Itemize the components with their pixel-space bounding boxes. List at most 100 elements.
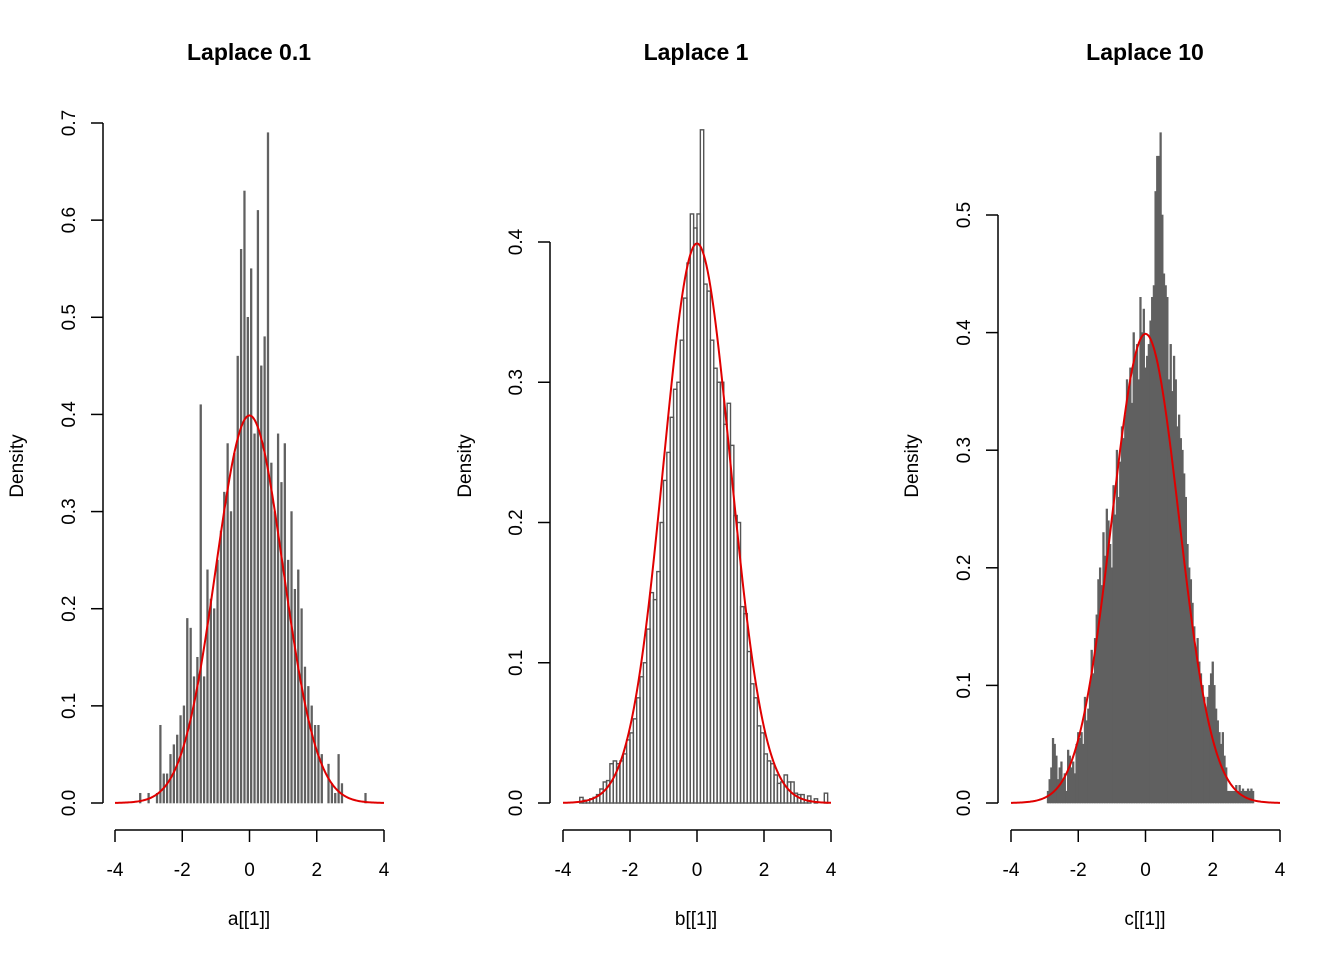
normal-density-curve xyxy=(562,242,832,804)
histogram-bar xyxy=(337,754,340,804)
histogram-bar xyxy=(253,433,256,804)
histogram-bar xyxy=(216,559,219,804)
histogram-bar xyxy=(270,462,273,804)
x-tick-label: 0 xyxy=(244,860,255,881)
histogram-bar xyxy=(236,355,239,804)
histogram-bar xyxy=(317,724,320,804)
x-tick-label: 4 xyxy=(826,860,837,881)
y-tick-label: 0.1 xyxy=(506,650,527,676)
y-axis-label: Density xyxy=(7,434,28,498)
histogram-bar xyxy=(273,511,276,804)
panel-laplace-1: Laplace 1 0.0 0.1 0.2 0.3 0.4 -4 -2 0 2 4 b[[1]]… xyxy=(455,39,837,930)
histogram-bar xyxy=(186,618,189,804)
histogram-bar xyxy=(364,792,367,804)
y-axis: 0.0 0.1 0.2 0.3 0.4 0.5 xyxy=(954,202,999,816)
histogram-bar xyxy=(310,705,313,804)
histogram-bar xyxy=(223,491,226,804)
x-tick-label: 0 xyxy=(692,860,703,881)
panel-laplace-10: Laplace 10 0.0 0.1 0.2 0.3 0.4 0.5 -4 -2 0 2 4 c[… xyxy=(902,39,1286,930)
histogram-bar xyxy=(303,666,307,804)
y-axis-label: Density xyxy=(902,434,923,498)
x-axis: -4 -2 0 2 4 xyxy=(107,829,390,881)
y-tick-label: 0.3 xyxy=(59,498,80,524)
histogram-bar xyxy=(297,569,300,804)
histogram-bar xyxy=(280,482,283,804)
y-tick-label: 0.0 xyxy=(59,790,80,816)
histogram-bar xyxy=(219,530,223,804)
y-tick-label: 0.4 xyxy=(506,228,527,255)
histogram-bar xyxy=(192,676,196,804)
x-tick-label: 4 xyxy=(379,860,390,881)
chart-title: Laplace 1 xyxy=(644,39,749,65)
x-tick-label: -2 xyxy=(1070,860,1087,881)
y-axis: 0.0 0.1 0.2 0.3 0.4 0.5 0.6 0.7 xyxy=(59,110,104,816)
histogram-bars xyxy=(139,132,367,804)
y-axis: 0.0 0.1 0.2 0.3 0.4 xyxy=(506,228,551,816)
histogram-bar xyxy=(239,248,243,804)
x-tick-label: 4 xyxy=(1275,860,1286,881)
histogram-bar xyxy=(213,608,216,804)
x-axis-label: b[[1]] xyxy=(675,909,717,930)
histogram-bar xyxy=(327,763,330,804)
x-tick-label: 2 xyxy=(311,860,322,881)
histogram-bar xyxy=(256,210,260,804)
histogram-bar xyxy=(806,795,812,804)
histogram-bar xyxy=(182,705,186,804)
x-tick-label: -4 xyxy=(555,860,572,881)
histogram-bar xyxy=(233,452,236,804)
histogram-bar xyxy=(226,443,229,804)
histogram-bar xyxy=(176,734,179,804)
y-tick-label: 0.2 xyxy=(506,509,527,535)
histogram-bar xyxy=(290,511,293,804)
x-tick-label: -2 xyxy=(174,860,191,881)
histogram-bar xyxy=(1063,773,1066,804)
y-axis-label: Density xyxy=(455,434,476,498)
y-tick-label: 0.7 xyxy=(59,110,80,136)
histogram-bar xyxy=(196,656,199,804)
histogram-bar xyxy=(229,511,233,804)
y-tick-label: 0.0 xyxy=(954,790,975,816)
histogram-bar xyxy=(202,676,206,804)
histogram-bar xyxy=(334,792,337,804)
panel-laplace-0-1: Laplace 0.1 0.00.10.20.30.40.50.60.7 -4-… xyxy=(7,39,390,930)
histogram-bar xyxy=(199,404,202,804)
y-tick-label: 0.6 xyxy=(59,207,80,233)
histogram-bar xyxy=(1225,767,1228,804)
y-tick-label: 0.5 xyxy=(59,304,80,330)
y-tick-label: 0.3 xyxy=(954,437,975,463)
x-tick-label: -4 xyxy=(107,860,124,881)
y-tick-label: 0.4 xyxy=(954,319,975,346)
histogram-bar xyxy=(250,268,253,804)
normal-density-curve xyxy=(114,414,385,804)
normal-density-curve xyxy=(1010,332,1281,804)
histogram-bars xyxy=(1046,132,1255,804)
histogram-bar xyxy=(209,598,212,804)
y-tick-label: 0.1 xyxy=(59,693,80,719)
y-tick-label: 0.3 xyxy=(506,369,527,395)
y-tick-label: 0.2 xyxy=(59,596,80,622)
y-tick-label: 0.1 xyxy=(954,672,975,698)
y-tick-label: 0.4 xyxy=(59,401,80,428)
x-tick-label: -2 xyxy=(622,860,639,881)
x-tick-label: 0 xyxy=(1140,860,1151,881)
x-tick-label: 2 xyxy=(759,860,770,881)
histogram-bar xyxy=(307,686,310,804)
histogram-bar xyxy=(165,773,169,804)
histogram-bar xyxy=(246,316,249,804)
chart-title: Laplace 10 xyxy=(1086,39,1204,65)
y-tick-label: 0.0 xyxy=(506,790,527,816)
x-axis: -4 -2 0 2 4 xyxy=(1003,829,1286,881)
x-axis: -4 -2 0 2 4 xyxy=(555,829,837,881)
histogram-bar xyxy=(293,588,297,804)
histogram-bar xyxy=(243,190,246,804)
x-tick-label: -4 xyxy=(1003,860,1020,881)
x-axis-label: a[[1]] xyxy=(228,909,270,930)
y-tick-label: 0.2 xyxy=(954,555,975,581)
x-axis-label: c[[1]] xyxy=(1124,909,1165,930)
histogram-bar xyxy=(330,783,334,804)
histogram-bar xyxy=(287,559,290,804)
histogram-bar xyxy=(283,443,286,804)
histogram-bar xyxy=(159,724,162,804)
histogram-bar xyxy=(320,754,323,804)
